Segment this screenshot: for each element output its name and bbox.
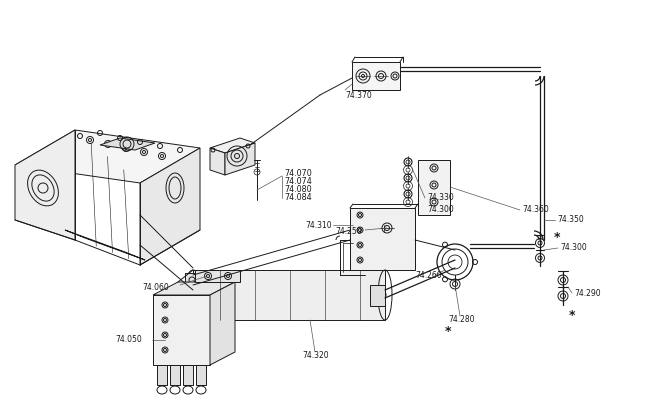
Polygon shape [210,148,225,175]
Text: 74.290: 74.290 [574,288,601,298]
Text: 74.360: 74.360 [522,206,549,214]
Polygon shape [418,160,450,215]
Text: *: * [569,310,575,322]
Text: 74.060: 74.060 [142,282,169,292]
Text: 74.250: 74.250 [335,228,361,236]
Polygon shape [210,282,235,365]
Polygon shape [153,282,235,295]
Polygon shape [140,148,200,265]
Polygon shape [196,365,206,385]
Polygon shape [210,138,255,153]
Polygon shape [15,130,200,183]
Text: 74.320: 74.320 [302,352,329,360]
Polygon shape [65,230,145,260]
Polygon shape [193,270,385,320]
Text: *: * [445,326,451,338]
Polygon shape [352,62,400,90]
Text: 74.370: 74.370 [345,91,372,100]
Text: 74.074: 74.074 [284,178,312,186]
Text: 74.300: 74.300 [427,204,454,214]
Text: 74.050: 74.050 [115,336,142,344]
Polygon shape [100,138,155,150]
Text: 74.300: 74.300 [560,244,587,252]
Polygon shape [225,143,255,175]
Polygon shape [157,365,167,385]
Text: 74.260: 74.260 [415,272,441,280]
Polygon shape [370,285,385,306]
Polygon shape [195,270,240,282]
Polygon shape [15,130,75,240]
Polygon shape [185,273,200,317]
Text: 74.070: 74.070 [284,170,312,178]
Text: 74.330: 74.330 [427,194,454,202]
Text: 74.310: 74.310 [305,220,331,230]
Polygon shape [170,365,180,385]
Text: 74.280: 74.280 [448,316,475,324]
Polygon shape [183,365,193,385]
Text: 74.080: 74.080 [284,186,312,194]
Polygon shape [153,295,210,365]
Text: *: * [554,230,561,244]
Text: 74.084: 74.084 [284,194,312,202]
Text: 74.350: 74.350 [557,216,584,224]
Polygon shape [350,208,415,270]
